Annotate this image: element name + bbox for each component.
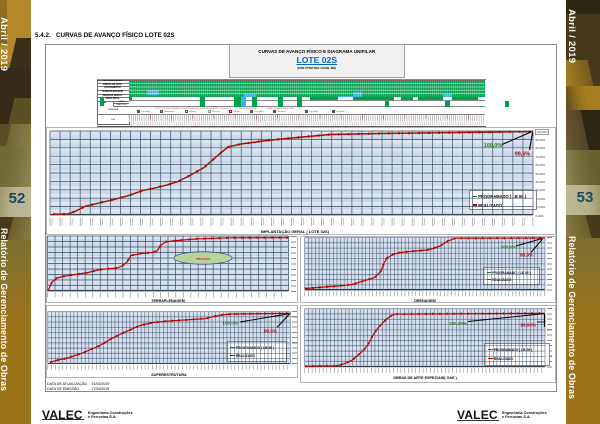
svg-text:100,0%: 100,0% <box>222 321 238 326</box>
svg-text:99,99%: 99,99% <box>520 323 536 328</box>
svg-text:100,00%: 100,00% <box>449 321 467 326</box>
svg-text:99,9%: 99,9% <box>520 253 533 258</box>
svg-text:99,6%: 99,6% <box>515 152 530 158</box>
svg-text:99,5%: 99,5% <box>264 329 277 334</box>
svg-text:PARALISADA: PARALISADA <box>196 257 211 260</box>
svg-text:100,0%: 100,0% <box>484 143 502 149</box>
svg-text:100,0%: 100,0% <box>500 245 516 250</box>
